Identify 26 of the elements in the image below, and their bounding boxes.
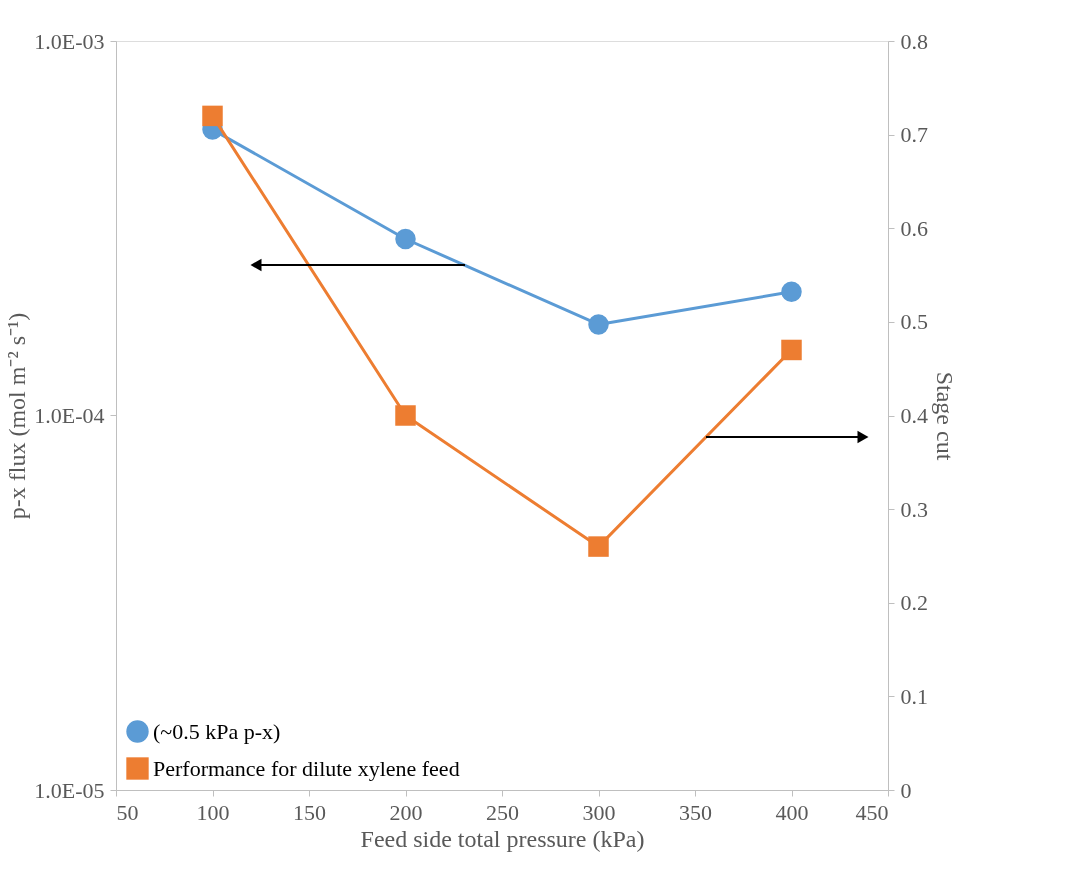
y2-tick-label: 0.6 — [900, 215, 928, 241]
y2-tick-label: 0.8 — [900, 28, 928, 54]
y2-tick-label: 0.3 — [900, 496, 928, 522]
x-tick-label: 200 — [389, 799, 423, 825]
x-tick-label: 400 — [775, 799, 809, 825]
y2-tick-label: 0.4 — [900, 403, 928, 428]
legend-label: Performance for dilute xylene feed — [153, 755, 460, 781]
y-axis-title: p-x flux (mol m⁻² s⁻¹) — [4, 312, 31, 520]
y2-tick-label: 0.7 — [900, 122, 928, 148]
y2-tick-label: 0 — [900, 777, 912, 803]
legend-label: (~0.5 kPa p-x) — [153, 718, 281, 744]
x-axis-title: Feed side total pressure (kPa) — [360, 825, 645, 852]
x-tick-label: 50 — [116, 799, 139, 825]
y-tick-label: 1.0E-03 — [34, 28, 105, 54]
y2-tick-label: 0.5 — [900, 309, 928, 335]
y2-tick-label: 0.2 — [900, 590, 928, 616]
x-tick-label: 450 — [855, 799, 889, 825]
y2-tick-label: 0.1 — [900, 683, 928, 709]
x-tick-label: 300 — [582, 799, 616, 825]
x-tick-label: 350 — [679, 799, 712, 825]
x-tick-label: 100 — [196, 799, 230, 825]
y-tick-label: 1.0E-05 — [34, 777, 105, 803]
y2-axis-title: Stage cut — [932, 371, 958, 461]
y-tick-label: 1.0E-04 — [34, 403, 105, 428]
x-tick-label: 250 — [486, 799, 519, 825]
x-tick-label: 150 — [293, 799, 326, 825]
